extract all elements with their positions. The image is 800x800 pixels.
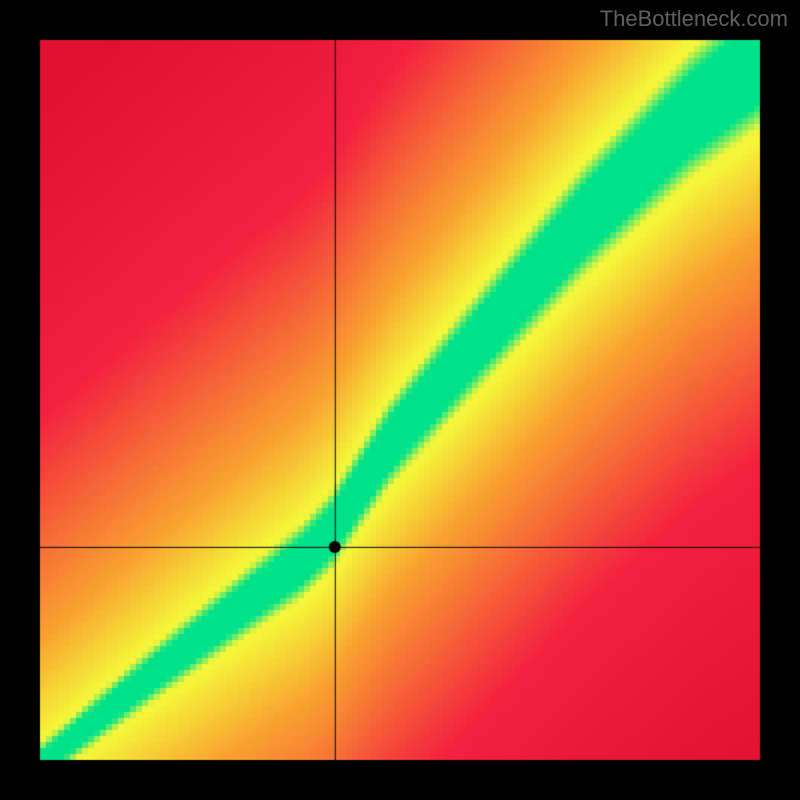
heatmap-canvas bbox=[0, 0, 800, 800]
chart-container: TheBottleneck.com bbox=[0, 0, 800, 800]
watermark-text: TheBottleneck.com bbox=[600, 6, 788, 32]
